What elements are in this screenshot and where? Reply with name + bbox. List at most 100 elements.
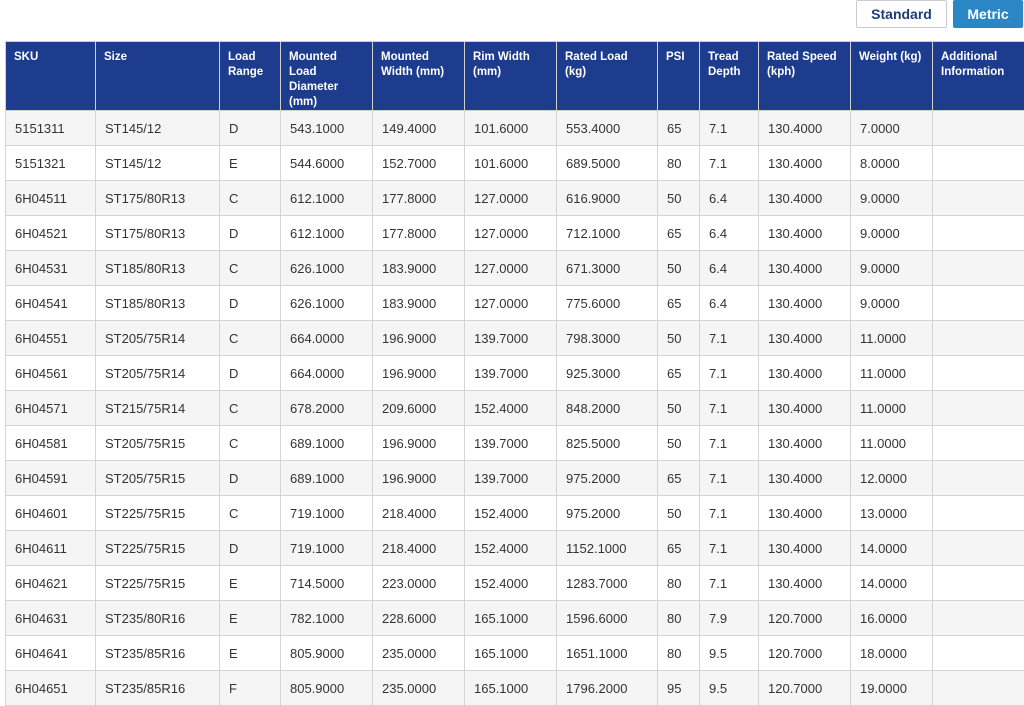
empty-cell <box>933 251 1024 286</box>
table-cell: C <box>220 426 281 461</box>
table-cell: 6H04511 <box>6 181 96 216</box>
table-cell: 5151321 <box>6 146 96 181</box>
empty-cell <box>933 111 1024 146</box>
table-cell: C <box>220 321 281 356</box>
table-cell: 6H04641 <box>6 636 96 671</box>
table-cell: 127.0000 <box>465 216 557 251</box>
column-header: Weight (kg) <box>851 42 933 111</box>
table-cell: 101.6000 <box>465 146 557 181</box>
table-cell: 9.0000 <box>851 181 933 216</box>
table-cell: 19.0000 <box>851 671 933 706</box>
metric-button[interactable]: Metric <box>953 0 1023 28</box>
table-cell: C <box>220 391 281 426</box>
table-cell: 6H04581 <box>6 426 96 461</box>
table-cell: ST205/75R15 <box>96 426 220 461</box>
table-cell: 130.4000 <box>759 391 851 426</box>
table-cell: 152.4000 <box>465 566 557 601</box>
table-cell: 196.9000 <box>373 356 465 391</box>
table-cell: 664.0000 <box>281 356 373 391</box>
empty-cell <box>933 146 1024 181</box>
standard-button[interactable]: Standard <box>856 0 947 28</box>
table-cell: 6H04561 <box>6 356 96 391</box>
table-cell: 139.7000 <box>465 426 557 461</box>
table-cell: 11.0000 <box>851 426 933 461</box>
table-cell: 152.4000 <box>465 496 557 531</box>
table-cell: 7.1 <box>700 531 759 566</box>
table-cell: 120.7000 <box>759 601 851 636</box>
table-cell: 80 <box>658 636 700 671</box>
table-cell: 825.5000 <box>557 426 658 461</box>
table-cell: ST145/12 <box>96 111 220 146</box>
table-cell: 120.7000 <box>759 671 851 706</box>
table-cell: 130.4000 <box>759 461 851 496</box>
table-cell: 139.7000 <box>465 461 557 496</box>
table-cell: 1651.1000 <box>557 636 658 671</box>
table-cell: 50 <box>658 391 700 426</box>
table-cell: 9.5 <box>700 671 759 706</box>
table-cell: 218.4000 <box>373 531 465 566</box>
table-cell: ST205/75R15 <box>96 461 220 496</box>
table-cell: 130.4000 <box>759 426 851 461</box>
table-cell: 782.1000 <box>281 601 373 636</box>
empty-cell <box>933 286 1024 321</box>
table-cell: 7.1 <box>700 426 759 461</box>
table-cell: 689.1000 <box>281 461 373 496</box>
table-cell: 50 <box>658 181 700 216</box>
table-cell: C <box>220 251 281 286</box>
table-cell: 139.7000 <box>465 356 557 391</box>
table-cell: 612.1000 <box>281 181 373 216</box>
table-cell: 14.0000 <box>851 566 933 601</box>
table-cell: 7.9 <box>700 601 759 636</box>
table-cell: 678.2000 <box>281 391 373 426</box>
table-cell: 805.9000 <box>281 636 373 671</box>
table-cell: 16.0000 <box>851 601 933 636</box>
table-cell: 130.4000 <box>759 531 851 566</box>
table-cell: D <box>220 356 281 391</box>
empty-cell <box>933 636 1024 671</box>
table-cell: 130.4000 <box>759 216 851 251</box>
column-header: Rated Speed (kph) <box>759 42 851 111</box>
table-cell: 235.0000 <box>373 671 465 706</box>
table-cell: 1152.1000 <box>557 531 658 566</box>
table-cell: 714.5000 <box>281 566 373 601</box>
table-cell: 7.1 <box>700 461 759 496</box>
table-cell: 11.0000 <box>851 321 933 356</box>
table-cell: 6H04531 <box>6 251 96 286</box>
column-header: Rated Load (kg) <box>557 42 658 111</box>
table-cell: 196.9000 <box>373 321 465 356</box>
table-cell: 1596.6000 <box>557 601 658 636</box>
table-cell: ST185/80R13 <box>96 286 220 321</box>
table-cell: 50 <box>658 251 700 286</box>
table-cell: 120.7000 <box>759 636 851 671</box>
table-cell: ST235/85R16 <box>96 671 220 706</box>
table-cell: 152.4000 <box>465 531 557 566</box>
table-cell: 177.8000 <box>373 181 465 216</box>
table-cell: 127.0000 <box>465 286 557 321</box>
table-cell: ST225/75R15 <box>96 496 220 531</box>
column-header: Load Range <box>220 42 281 111</box>
table-cell: 209.6000 <box>373 391 465 426</box>
table-cell: 196.9000 <box>373 461 465 496</box>
table-cell: 65 <box>658 216 700 251</box>
table-cell: 12.0000 <box>851 461 933 496</box>
table-cell: 1283.7000 <box>557 566 658 601</box>
table-cell: 975.2000 <box>557 496 658 531</box>
table-cell: 1796.2000 <box>557 671 658 706</box>
table-cell: 139.7000 <box>465 321 557 356</box>
table-cell: 798.3000 <box>557 321 658 356</box>
table-cell: 544.6000 <box>281 146 373 181</box>
table-cell: 6.4 <box>700 286 759 321</box>
